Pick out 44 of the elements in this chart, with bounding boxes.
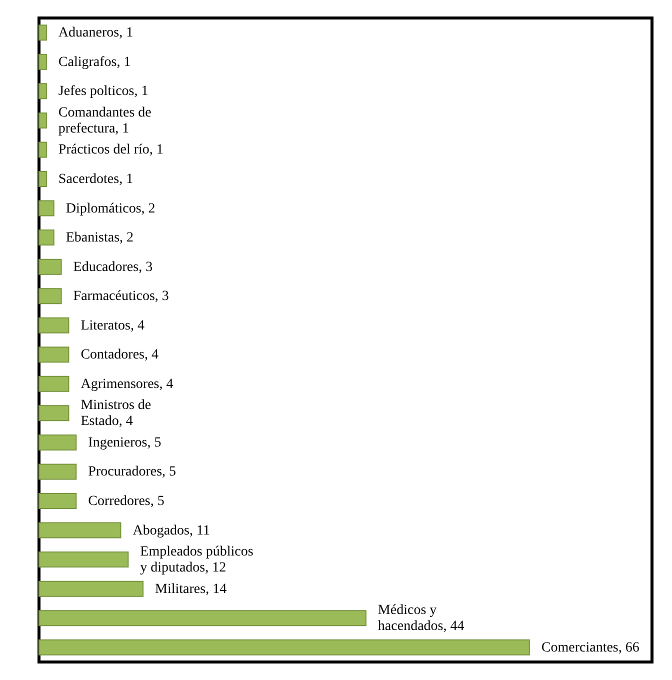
bar xyxy=(38,493,77,509)
data-label: Diplomáticos, 2 xyxy=(66,201,156,216)
bar xyxy=(38,24,47,41)
bar xyxy=(38,639,530,656)
bar xyxy=(38,142,47,158)
data-label: Médicos y hacendados, 44 xyxy=(378,603,464,634)
bar xyxy=(38,552,129,568)
bar xyxy=(38,54,47,70)
data-label: Corredores, 5 xyxy=(88,494,164,509)
data-label: Empleados públicos y diputados, 12 xyxy=(140,544,254,576)
data-label: Prácticos del río, 1 xyxy=(58,142,164,158)
data-label: Sacerdotes, 1 xyxy=(58,172,134,187)
bar xyxy=(38,376,70,392)
data-label: Farmacéuticos, 3 xyxy=(73,289,169,304)
bar xyxy=(38,610,366,626)
data-label: Militares, 14 xyxy=(155,582,227,597)
bar xyxy=(38,522,122,538)
bar xyxy=(38,112,47,128)
bar xyxy=(38,171,47,187)
data-label: Educadores, 3 xyxy=(73,260,153,275)
data-label: Ebanistas, 2 xyxy=(66,230,134,246)
bar xyxy=(38,434,77,450)
bar xyxy=(38,405,70,422)
data-label: Comandantes de prefectura, 1 xyxy=(58,105,152,136)
data-label: Abogados, 11 xyxy=(132,523,210,538)
data-label: Jefes polticos, 1 xyxy=(58,84,148,100)
data-label: Procuradores, 5 xyxy=(88,464,176,480)
bar xyxy=(38,580,144,597)
data-label: Comerciantes, 66 xyxy=(541,640,640,656)
bar xyxy=(38,200,54,216)
data-label: Literatos, 4 xyxy=(80,318,144,334)
data-label: Ministros de Estado, 4 xyxy=(80,398,152,430)
data-label: Contadores, 4 xyxy=(80,348,158,363)
bar xyxy=(38,288,62,304)
bar xyxy=(38,346,70,363)
bar xyxy=(38,230,54,246)
data-label: Ingenieros, 5 xyxy=(88,435,162,450)
bar xyxy=(38,258,62,275)
data-label: Agrimensores, 4 xyxy=(80,376,174,392)
bar xyxy=(38,83,47,100)
data-label: Caligrafos, 1 xyxy=(58,54,131,70)
bar xyxy=(38,317,70,334)
bar xyxy=(38,464,77,480)
data-label: Aduaneros, 1 xyxy=(58,26,134,41)
